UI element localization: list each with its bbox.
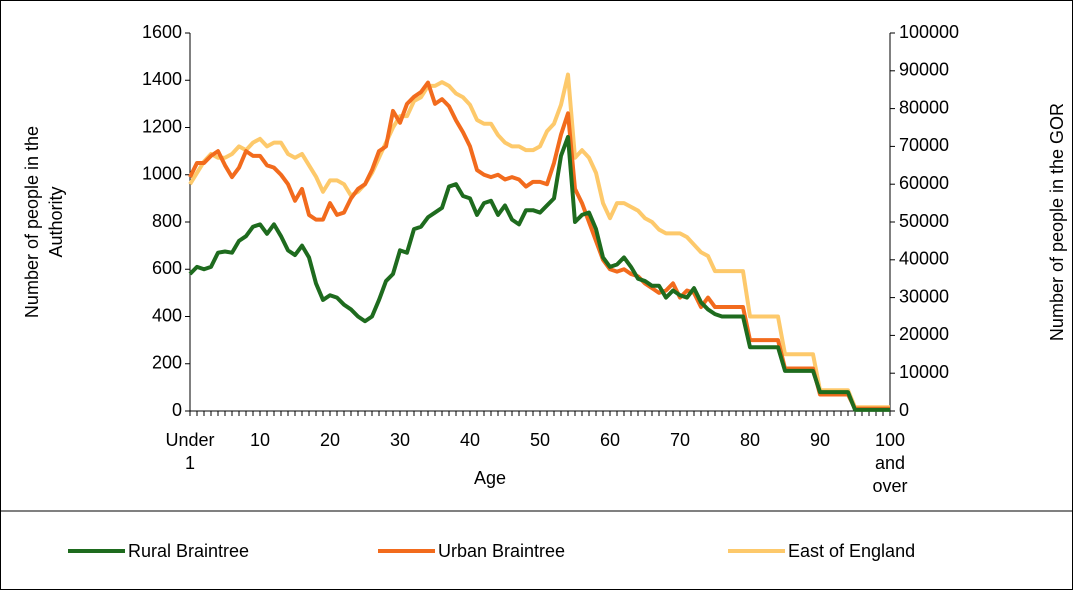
y2-tick-label: 30000: [899, 286, 949, 306]
x-tick-label: 20: [320, 430, 340, 450]
y-tick-label: 200: [152, 353, 182, 373]
y2-tick-label: 10000: [899, 362, 949, 382]
y-tick-label: 1000: [142, 164, 182, 184]
y2-tick-label: 80000: [899, 97, 949, 117]
x-tick-label: 70: [670, 430, 690, 450]
x-axis-title: Age: [474, 468, 506, 488]
y-tick-label: 0: [172, 400, 182, 420]
y-axis-title: Number of people in the Authority: [22, 126, 66, 318]
legend-label: Rural Braintree: [128, 541, 249, 561]
x-tick-label: 50: [530, 430, 550, 450]
legend-label: East of England: [788, 541, 915, 561]
series-line: [188, 72, 890, 410]
y2-tick-label: 90000: [899, 60, 949, 80]
x-tick-label: 100 and over: [872, 430, 907, 496]
x-tick-label: 90: [810, 430, 830, 450]
y2-tick-label: 70000: [899, 135, 949, 155]
y-tick-label: 1600: [142, 22, 182, 42]
y2-tick-label: 100000: [899, 22, 959, 42]
y2-tick-label: 50000: [899, 211, 949, 231]
y-tick-label: 800: [152, 211, 182, 231]
y-tick-label: 1200: [142, 116, 182, 136]
x-tick-label: 80: [740, 430, 760, 450]
legend-label: Urban Braintree: [438, 541, 565, 561]
x-tick-label: Under 1: [165, 430, 214, 473]
x-tick-label: 30: [390, 430, 410, 450]
series-line: [188, 80, 890, 411]
x-tick-label: 60: [600, 430, 620, 450]
y2-tick-label: 60000: [899, 173, 949, 193]
x-tick-label: 40: [460, 430, 480, 450]
x-tick-label: 10: [250, 430, 270, 450]
y-tick-label: 1400: [142, 69, 182, 89]
y2-tick-label: 40000: [899, 249, 949, 269]
y-tick-label: 600: [152, 258, 182, 278]
y-tick-label: 400: [152, 305, 182, 325]
series-line: [188, 134, 890, 412]
y2-tick-label: 20000: [899, 324, 949, 344]
y2-tick-label: 0: [899, 400, 909, 420]
y2-axis-title: Number of people in the GOR: [1047, 103, 1067, 341]
